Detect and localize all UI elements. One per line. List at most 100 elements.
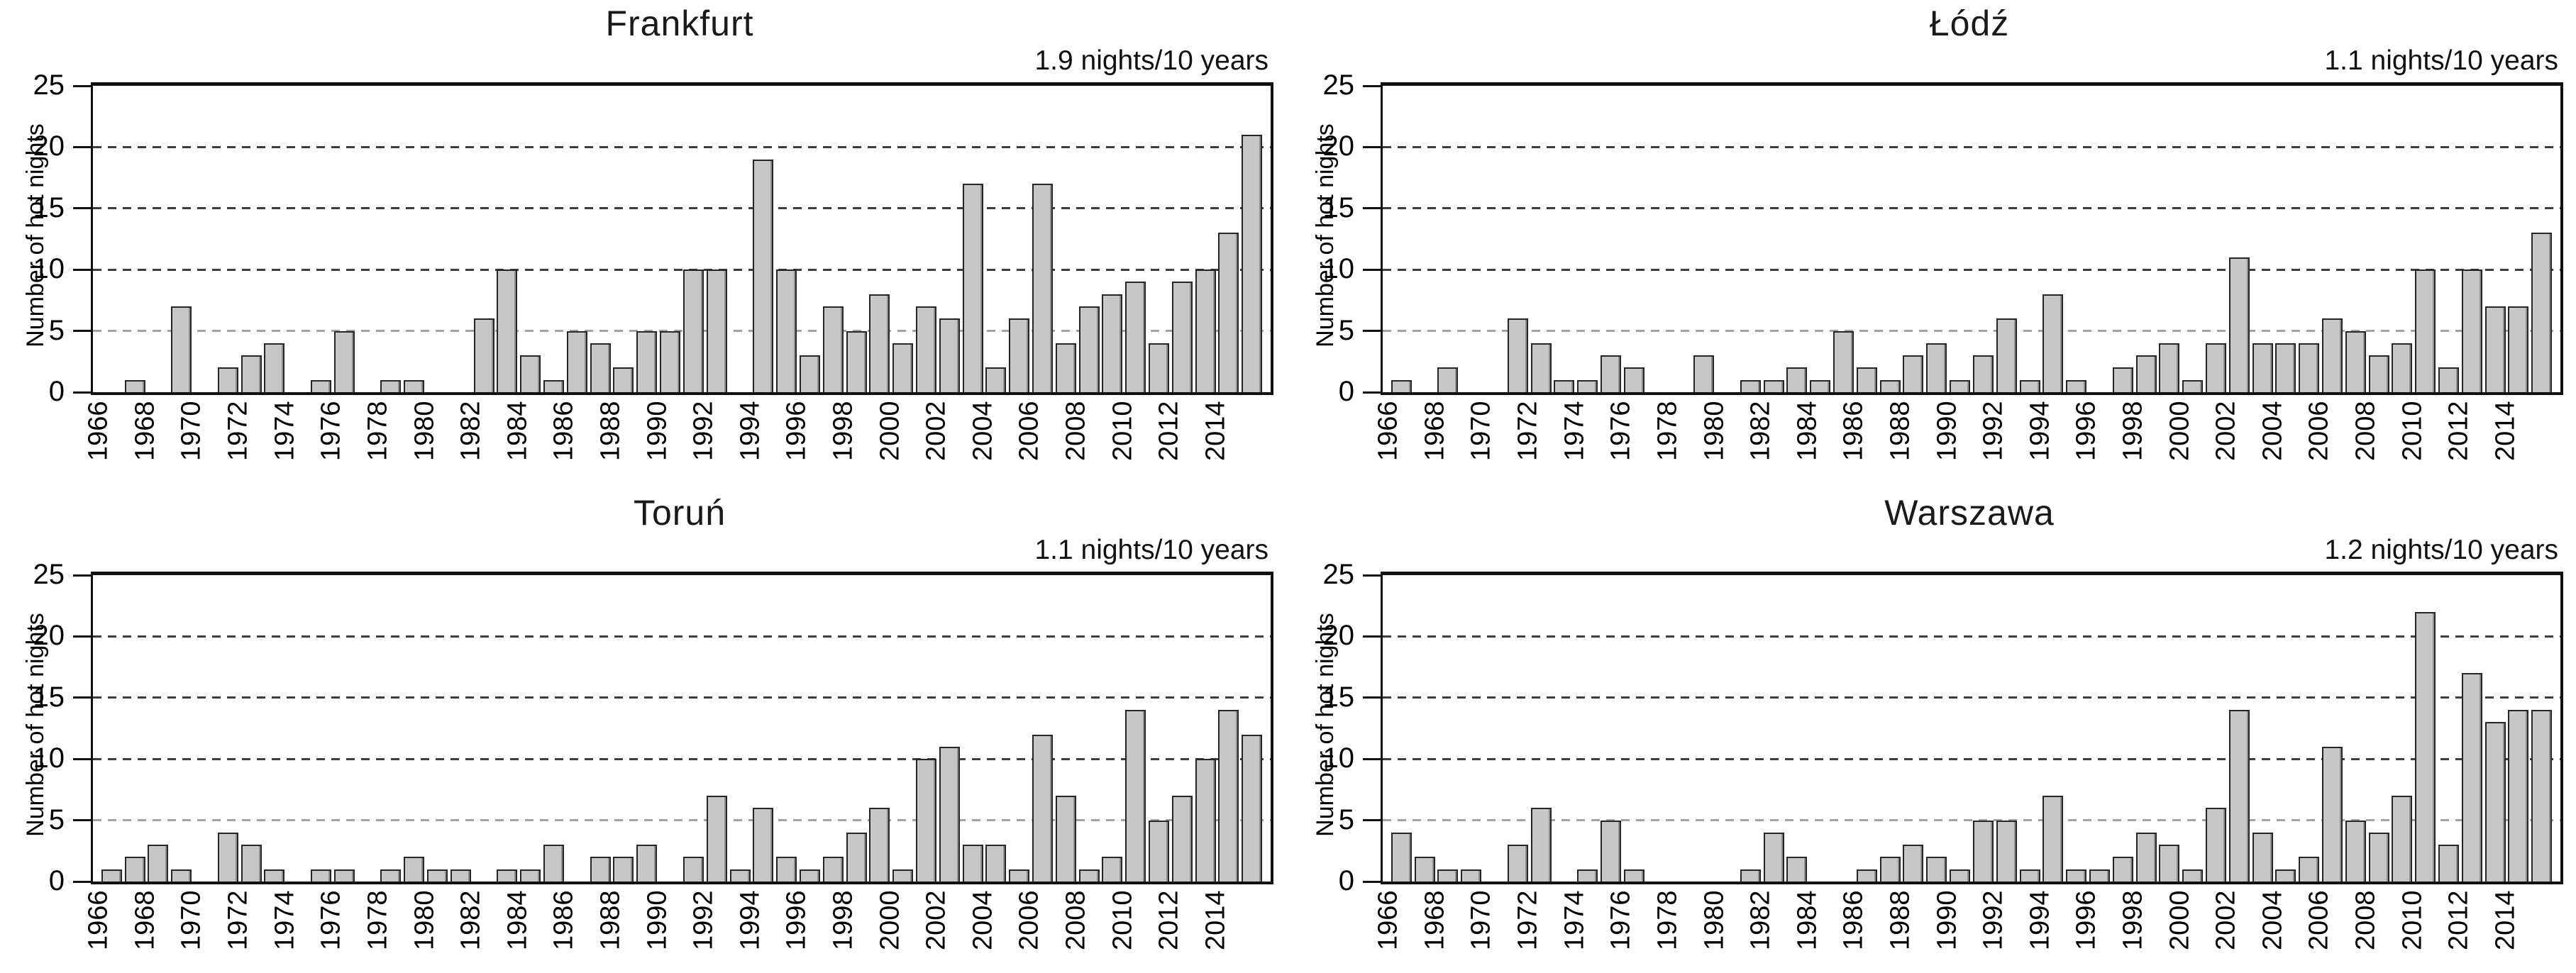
bar-1976 [1623,367,1644,392]
bar-1994 [753,808,774,882]
y-tick-label: 10 [33,743,65,774]
x-tick-label: 1986 [548,890,579,950]
y-tick-mark [73,145,91,148]
x-tick-label: 2008 [2350,890,2381,950]
bar-1985 [543,379,565,392]
bar-1991 [1972,355,1994,392]
x-tick-label: 1982 [455,890,486,950]
x-tick-label: 2014 [1200,890,1231,950]
gridline-15 [1383,207,2560,210]
bar-1987 [590,857,611,882]
y-tick-mark [1363,84,1381,87]
bar-2006 [2321,318,2343,392]
bar-2010 [1125,710,1146,882]
bar-1990 [1950,869,1971,882]
bar-1994 [753,159,774,392]
x-tick-label: 2008 [1061,401,1091,461]
x-tick-label: 1966 [1373,401,1403,461]
bar-1984 [1810,379,1831,392]
x-tick-label: 2010 [2397,401,2428,461]
y-tick-label: 10 [1322,253,1355,285]
bar-1983 [497,269,518,392]
bar-1999 [869,294,890,392]
bar-1976 [333,869,355,882]
bar-1998 [846,832,867,882]
bar-1983 [497,869,518,882]
bar-1986 [1856,869,1877,882]
x-tick-label: 1990 [642,401,673,461]
x-tick-label: 1994 [735,401,765,461]
x-tick-label: 1998 [828,401,858,461]
y-tick-label: 25 [33,559,65,590]
bar-2015 [1242,734,1263,882]
bar-1969 [171,306,192,392]
gridline-10 [1383,757,2560,760]
bar-2005 [2299,343,2320,392]
bar-1989 [1926,343,1947,392]
bar-2010 [1125,282,1146,392]
trend-annotation: 1.1 nights/10 years [2324,45,2558,76]
bar-2002 [939,746,960,882]
x-tick-label: 1976 [1605,890,1636,950]
bar-1980 [427,869,448,882]
gridline-15 [1383,696,2560,699]
y-tick-label: 0 [1338,865,1354,896]
bar-2007 [2345,330,2366,392]
bar-1981 [1740,379,1761,392]
y-tick-label: 20 [33,130,65,162]
x-tick-label: 1982 [455,401,486,461]
x-tick-label: 1984 [502,401,533,461]
y-tick-mark [1363,391,1381,394]
x-tick-label: 1976 [316,401,346,461]
bar-1967 [1414,857,1435,882]
y-tick-label: 20 [33,620,65,652]
bar-1973 [1554,379,1575,392]
bar-1997 [2112,857,2133,882]
x-tick-label: 1996 [781,890,812,950]
bar-2013 [2484,722,2506,882]
bar-2009 [2392,343,2413,392]
x-tick-label: 1988 [1885,890,1916,950]
bar-2008 [1078,869,1100,882]
x-tick-label: 1978 [1652,890,1683,950]
bar-2009 [2392,796,2413,882]
bar-2014 [2508,306,2529,392]
x-tick-label: 1998 [2118,401,2148,461]
x-tick-label: 2004 [968,401,998,461]
chart-title: Łódź [1929,4,2010,43]
bar-2014 [1218,710,1239,882]
y-tick-mark [73,574,91,577]
trend-annotation: 1.1 nights/10 years [1034,535,1268,565]
y-tick-label: 0 [48,865,65,896]
x-tick-label: 2006 [1014,401,1044,461]
x-tick-label: 1970 [1466,401,1496,461]
bar-1998 [2135,832,2157,882]
bar-2000 [892,343,914,392]
bar-2000 [892,869,914,882]
bar-1973 [264,343,285,392]
x-tick-label: 1990 [1932,890,1962,950]
bar-1998 [2135,355,2157,392]
x-tick-label: 2002 [921,401,951,461]
y-tick-mark [1363,635,1381,638]
x-tick-label: 2002 [2211,401,2241,461]
bar-2003 [2252,832,2273,882]
bar-2015 [1242,135,1263,392]
x-tick-label: 1968 [130,401,160,461]
y-tick-mark [1363,574,1381,577]
bar-1976 [333,330,355,392]
x-tick-label: 1986 [548,401,579,461]
x-tick-label: 1984 [1792,890,1823,950]
bar-1968 [1437,869,1459,882]
x-tick-label: 1968 [1420,890,1450,950]
y-tick-label: 5 [48,804,65,835]
bar-2001 [2205,343,2226,392]
bar-2002 [939,318,960,392]
x-tick-label: 2000 [2165,890,2195,950]
x-tick-label: 1974 [270,890,300,950]
gridline-20 [93,145,1271,148]
bar-1987 [1879,379,1901,392]
bar-1972 [1530,343,1552,392]
y-tick-label: 15 [33,681,65,713]
bar-1986 [566,330,587,392]
